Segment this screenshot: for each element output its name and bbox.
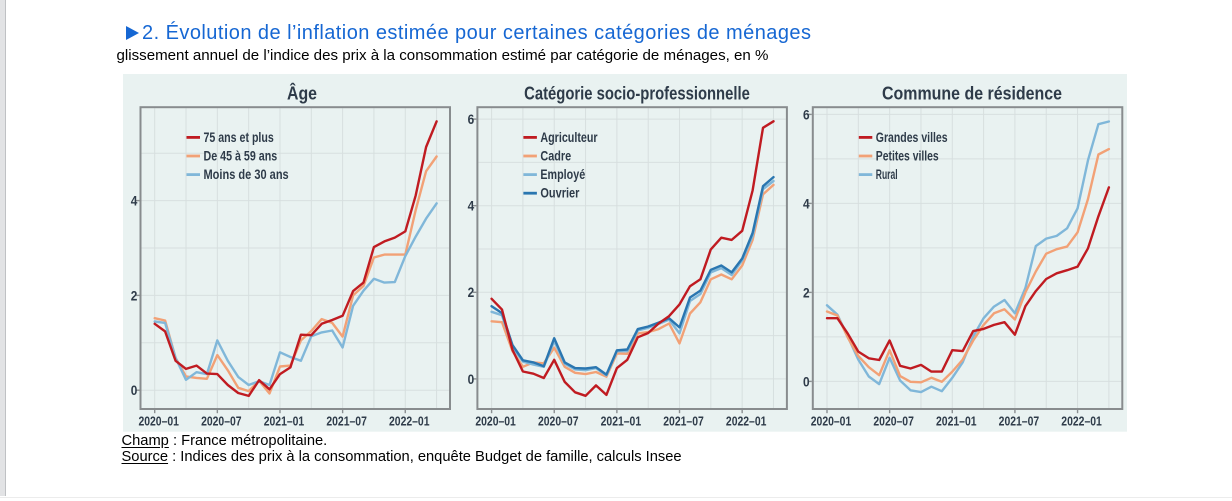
svg-text:0: 0 <box>468 370 475 386</box>
svg-text:Petites villes: Petites villes <box>876 148 939 163</box>
svg-text:Âge: Âge <box>287 82 317 103</box>
svg-text:2020–07: 2020–07 <box>538 413 579 428</box>
svg-text:2020–07: 2020–07 <box>873 413 914 428</box>
svg-text:4: 4 <box>803 195 810 211</box>
svg-text:2020–01: 2020–01 <box>811 413 852 428</box>
svg-text:75 ans et plus: 75 ans et plus <box>204 129 274 144</box>
svg-text:Catégorie socio-professionnell: Catégorie socio-professionnelle <box>524 83 750 103</box>
svg-text:De 45 à 59 ans: De 45 à 59 ans <box>204 148 278 163</box>
svg-text:2022–01: 2022–01 <box>1061 413 1102 428</box>
svg-text:2021–01: 2021–01 <box>264 413 305 428</box>
svg-text:2021–01: 2021–01 <box>936 413 977 428</box>
svg-text:Ouvrier: Ouvrier <box>540 185 580 200</box>
svg-text:Commune de résidence: Commune de résidence <box>882 83 1062 103</box>
svg-text:2021–07: 2021–07 <box>663 413 704 428</box>
svg-text:2020–01: 2020–01 <box>475 413 515 428</box>
svg-text:6: 6 <box>468 111 475 127</box>
svg-text:Rural: Rural <box>876 167 898 182</box>
svg-text:0: 0 <box>803 373 810 389</box>
svg-text:6: 6 <box>803 106 810 122</box>
svg-text:4: 4 <box>468 197 475 213</box>
svg-text:2022–01: 2022–01 <box>389 413 430 428</box>
svg-text:2022–01: 2022–01 <box>726 413 767 428</box>
svg-text:Grandes villes: Grandes villes <box>876 129 948 144</box>
svg-text:2021–07: 2021–07 <box>999 413 1039 428</box>
svg-text:Employé: Employé <box>540 167 585 182</box>
svg-text:2: 2 <box>131 287 138 303</box>
svg-text:4: 4 <box>131 192 138 208</box>
svg-text:2021–07: 2021–07 <box>326 413 367 428</box>
svg-text:Moins de 30 ans: Moins de 30 ans <box>204 167 289 182</box>
svg-text:2: 2 <box>468 284 475 300</box>
svg-text:2020–01: 2020–01 <box>138 413 179 428</box>
svg-text:2021–01: 2021–01 <box>601 413 642 428</box>
svg-text:2: 2 <box>803 284 810 300</box>
svg-text:2020–07: 2020–07 <box>201 413 242 428</box>
svg-text:0: 0 <box>131 382 138 398</box>
svg-text:Agriculteur: Agriculteur <box>540 129 598 144</box>
svg-text:Cadre: Cadre <box>540 148 571 163</box>
